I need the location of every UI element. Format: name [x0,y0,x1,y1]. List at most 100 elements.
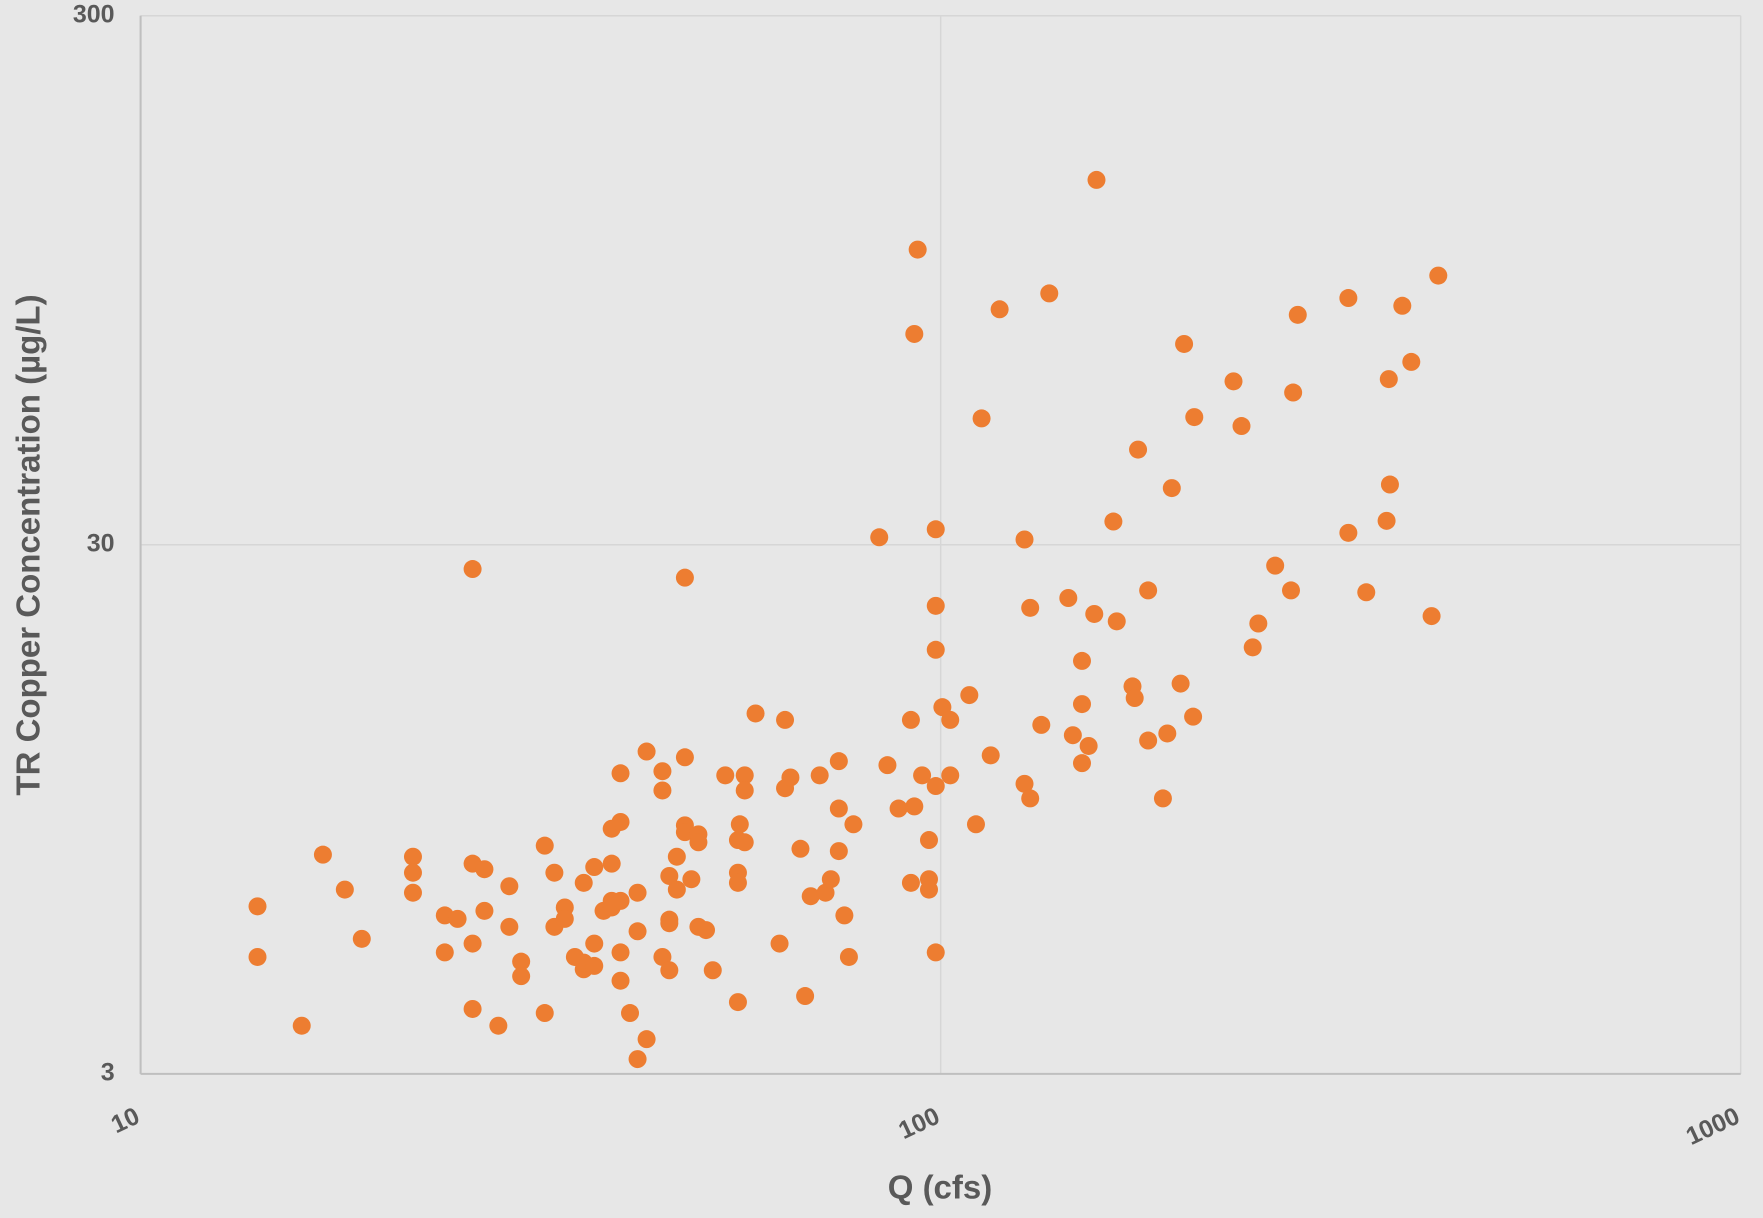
scatter-point [1072,754,1091,773]
scatter-point [667,880,686,899]
scatter-point [435,943,454,962]
scatter-point [1032,715,1051,734]
scatter-point [611,764,630,783]
scatter-point [1339,523,1358,542]
scatter-point [335,880,354,899]
scatter-point [735,766,754,785]
scatter-point [829,752,848,771]
scatter-point [716,766,735,785]
scatter-point [1422,607,1441,626]
scatter-point [966,815,985,834]
scatter-point [660,961,679,980]
scatter-point [735,833,754,852]
scatter-point [1377,511,1396,530]
scatter-point [810,766,829,785]
scatter-point [1153,789,1172,808]
scatter-point [981,746,1000,765]
y-tick-label: 30 [87,529,115,557]
y-tick-label: 300 [73,0,115,28]
scatter-point [1104,512,1123,531]
scatter-point [1379,370,1398,389]
scatter-point [926,596,945,615]
y-axis-title: TR Copper Concentration (µg/L) [10,294,47,795]
scatter-point [1040,284,1059,303]
scatter-point [500,877,519,896]
scatter-point [1380,475,1399,494]
scatter-point [535,1004,554,1023]
scatter-point [1158,724,1177,743]
scatter-point [1015,774,1034,793]
scatter-point [776,710,795,729]
scatter-point [1402,352,1421,371]
scatter-point [1393,296,1412,315]
scatter-point [1059,588,1078,607]
scatter-point [574,873,593,892]
scatter-point [682,870,701,889]
scatter-point [675,568,694,587]
scatter-point [1015,530,1034,549]
scatter-point [889,799,908,818]
scatter-point [1232,417,1251,436]
scatter-point [1171,674,1190,693]
scatter-point [821,870,840,889]
scatter-point [403,863,422,882]
scatter-point [1243,638,1262,657]
scatter-point [926,943,945,962]
scatter-point [1249,614,1268,633]
scatter-point [637,742,656,761]
scatter-point [908,240,927,259]
scatter-point [637,1030,656,1049]
scatter-point [667,847,686,866]
scatter-point [689,833,708,852]
scatter-point [1139,581,1158,600]
scatter-point [512,952,531,971]
scatter-point [660,914,679,933]
scatter-point [835,906,854,925]
scatter-point [728,993,747,1012]
scatter-point [901,873,920,892]
x-axis-title: Q (cfs) [888,1169,993,1206]
scatter-point [585,858,604,877]
scatter-point [926,520,945,539]
scatter-point [1284,383,1303,402]
scatter-point [1125,689,1144,708]
scatter-point [1072,695,1091,714]
scatter-point [781,768,800,787]
scatter-point [926,640,945,659]
scatter-point [611,812,630,831]
scatter-point [463,560,482,579]
scatter-point [1184,707,1203,726]
scatter-point [1185,408,1204,427]
scatter-point [545,863,564,882]
scatter-point [829,799,848,818]
scatter-point [463,999,482,1018]
scatter-point [1357,583,1376,602]
scatter-point [475,901,494,920]
scatter-point [463,934,482,953]
scatter-point [653,781,672,800]
scatter-point [675,823,694,842]
scatter-point [611,891,630,910]
scatter-point [628,1050,647,1069]
scatter-point [621,1004,640,1023]
scatter-point [653,947,672,966]
scatter-point [901,710,920,729]
scatter-point [1288,305,1307,324]
scatter-point [1129,440,1148,459]
scatter-point [248,947,267,966]
scatter-point [905,797,924,816]
scatter-point [1429,266,1448,285]
scatter-point [248,897,267,916]
scatter-point [926,777,945,796]
scatter-point [1087,170,1106,189]
scatter-point [791,839,810,858]
scatter-point [1162,479,1181,498]
scatter-point [611,971,630,990]
scatter-point [1072,651,1091,670]
scatter-point [555,909,574,928]
scatter-point [697,921,716,940]
scatter-point [675,748,694,767]
scatter-point [628,883,647,902]
